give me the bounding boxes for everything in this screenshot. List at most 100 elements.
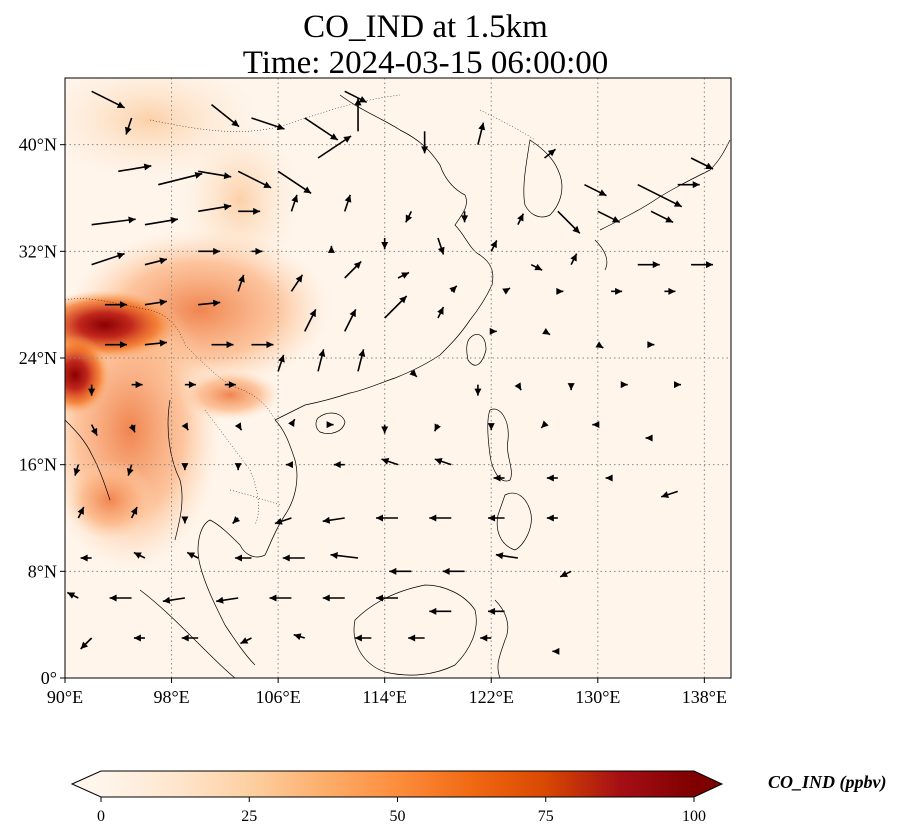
wind-vector-head [652,261,660,269]
colorbar-label: CO_IND (ppbv) [768,772,887,792]
wind-vector-head [269,594,277,602]
wind-vector [546,514,558,522]
wind-vector [118,163,152,173]
wind-vector-head [90,427,98,436]
longitude-axis: 90°E 98°E 106°E 114°E 122°E 130°E 138°E [47,678,727,707]
wind-vector-head [381,458,390,465]
wind-vector [611,287,623,295]
wind-vector [322,594,345,602]
wind-vector-head [668,287,676,295]
wind-vector [542,328,551,336]
wind-vector [304,117,339,141]
wind-vector-head [194,171,203,179]
wind-vector-head [128,216,136,224]
wind-vector-head [181,634,189,642]
wind-vector [344,260,362,279]
wind-vector-head [133,634,141,642]
coast-borneo [353,584,477,676]
wind-vector-head [282,554,290,562]
wind-vector [158,171,203,186]
colorbar-tick-label: 50 [390,808,406,825]
wind-vector-head [611,216,620,223]
wind-vector-head [502,288,511,295]
wind-vector-head [488,607,496,615]
wind-vector-head [434,423,441,432]
coast-taiwan [466,334,487,366]
wind-vector-head [437,307,444,315]
wind-vector-head [661,491,669,498]
wind-vector-head [291,194,299,203]
wind-vector-head [119,341,127,349]
wind-vector [552,647,560,655]
wind-vector-head [213,247,221,255]
wind-vector [487,423,495,431]
wind-vector-head [255,247,263,255]
wind-vector-head [80,641,89,649]
wind-vector-head [434,458,443,465]
wind-vector-shaft [637,183,683,208]
wind-vector [433,423,441,432]
wind-vector-head [449,285,457,294]
wind-vector-head [128,424,136,433]
wind-vector-head [567,383,575,391]
wind-vector-head [514,382,522,391]
wind-vector-head [188,381,196,389]
wind-vector-head [285,461,293,469]
wind-vector [88,384,96,396]
wind-vector-head [309,309,316,318]
wind-vector-head [358,349,366,357]
wind-vector [437,237,445,255]
wind-vector [77,506,85,519]
wind-vector-head [408,634,416,642]
wind-vector-head [181,516,189,524]
lat-tick-label: 24°N [19,348,57,368]
wind-vector-head [116,252,125,260]
wind-vector [290,194,299,212]
wind-vector-head [556,287,564,295]
wind-vector [211,341,234,349]
wind-vector [437,306,445,319]
wind-vector-head [381,426,389,434]
wind-vector [251,247,263,255]
wind-vector [344,90,368,104]
wind-vector-head [705,162,714,169]
wind-vector-head [274,517,283,525]
wind-vector [690,157,714,170]
wind-vector [381,424,389,434]
wind-vector-head [570,253,577,262]
border-thailand-cambodia [229,489,281,506]
wind-vector [408,634,425,642]
colorbar-extend-low [72,771,101,797]
wind-vector-head [330,552,338,560]
lon-tick-label: 98°E [153,687,189,707]
map-title-line2: Time: 2024-03-15 06:00:00 [242,45,609,81]
wind-vector-head [598,189,607,196]
wind-vector [144,216,179,226]
wind-vector-head [124,126,132,135]
wind-vectors [66,90,714,655]
lon-tick-label: 114°E [362,687,407,707]
wind-vector-head [645,434,653,442]
wind-vector-head [159,339,167,347]
wind-vector-head [240,637,249,644]
wind-vector [595,341,604,349]
wind-vector-head [318,349,326,357]
wind-vector [198,247,221,255]
wind-vector [376,514,398,522]
colorbar-gradient [101,771,694,797]
wind-vector [546,474,558,482]
wind-vector-head [429,514,437,522]
wind-vector-head [223,172,232,180]
wind-vector-head [674,381,682,389]
wind-vector [354,634,372,642]
coast-philippines-south [496,492,532,551]
wind-vector-head [399,296,407,304]
wind-vector [540,420,549,429]
wind-vector-head [73,467,81,476]
wind-vector [495,552,518,560]
wind-vector [605,474,613,482]
wind-vector [664,287,676,295]
wind-vector [317,349,326,372]
wind-vector [357,349,366,372]
